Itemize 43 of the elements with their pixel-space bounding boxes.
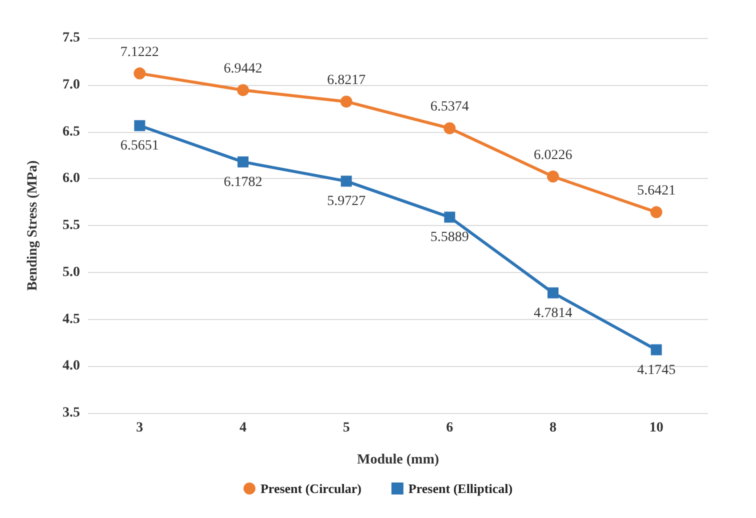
y-tick-label: 6.0 [62,171,80,186]
data-label: 6.0226 [534,148,572,164]
x-tick-label: 8 [550,420,556,436]
y-tick-label: 7.5 [62,30,80,46]
point [444,122,456,134]
data-label: 6.5651 [120,138,159,154]
y-tick-label: 4.0 [62,358,80,374]
data-label: 4.1745 [637,362,676,378]
y-axis-title: Bending Stress (MPa) [26,160,40,291]
point [238,156,248,168]
data-label: 5.9727 [327,194,366,210]
data-label: 6.5374 [430,100,469,115]
data-label: 6.1782 [224,174,262,190]
data-label: 5.5889 [430,230,469,246]
legend-label: Present (Elliptical) [408,481,513,496]
data-label: 4.7814 [534,306,572,321]
y-tick-label: 3.5 [62,406,80,420]
y-tick-label: 5.5 [62,218,80,233]
legend-label: Present (Circular) [260,481,362,496]
x-tick-label: 10 [649,420,664,436]
point [340,176,352,187]
y-tick-label: 6.5 [62,124,80,140]
data-label: 7.1222 [120,44,159,60]
point [444,212,456,223]
data-label: 6.9442 [224,62,262,77]
point [237,84,249,96]
y-tick-label: 4.5 [62,312,80,327]
point [547,170,559,183]
point [340,96,352,108]
point [134,120,146,132]
point [134,67,146,80]
x-axis-title: Module (mm) [356,452,440,468]
y-tick-label: 5.0 [62,264,80,280]
x-tick-label: 4 [240,420,246,436]
x-tick-label: 3 [136,420,144,436]
x-tick-label: 5 [342,420,350,436]
data-label: 6.8217 [327,73,366,88]
point [650,206,662,218]
y-tick-label: 7.0 [62,77,80,92]
point [548,287,558,298]
x-tick-label: 6 [446,420,454,436]
point [650,344,662,356]
data-label: 5.6421 [637,184,676,199]
